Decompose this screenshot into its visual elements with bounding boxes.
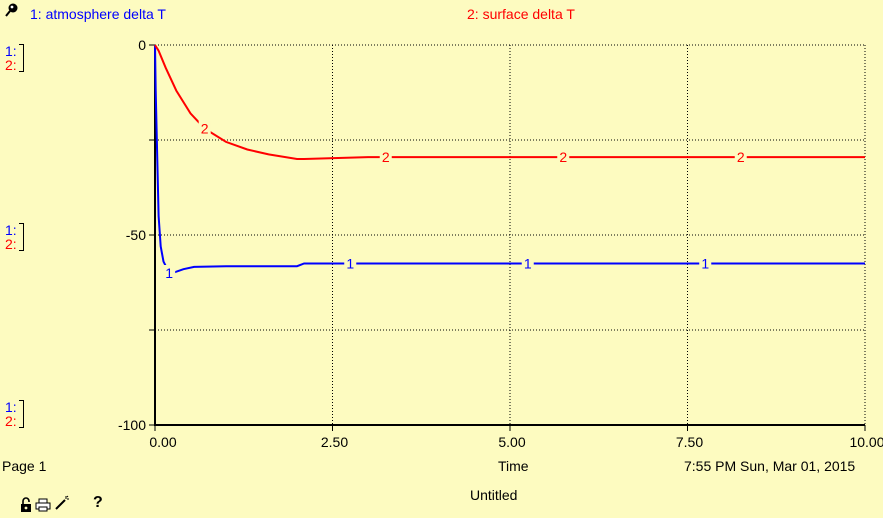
x-tick-label: 2.50: [321, 434, 348, 450]
series-marker-bg: [344, 255, 357, 272]
series-marker-bg: [521, 255, 534, 272]
x-axis-label: Time: [498, 458, 529, 474]
series-lines: 1 1 1 1 2 2 2 2: [154, 44, 865, 281]
series-marker-bg: [198, 120, 211, 137]
y-tick-label: -50: [126, 227, 146, 243]
legend-surface-delta-t: 2: surface delta T: [467, 6, 575, 22]
help-icon[interactable]: ?: [93, 494, 103, 511]
y-tick-label: -100: [118, 417, 146, 433]
series-line-2: [154, 44, 865, 160]
x-tick-label: 5.00: [498, 434, 525, 450]
scale-tag-1-middle: 1:: [5, 222, 17, 238]
series-marker-bg: [699, 255, 712, 272]
series-marker-2: 2: [201, 121, 209, 137]
lock-icon[interactable]: [20, 497, 32, 518]
pin-icon-graphic: [5, 3, 18, 17]
series-marker-1: 1: [346, 256, 354, 272]
printer-icon[interactable]: [35, 498, 51, 517]
series-marker-bg: [163, 265, 176, 281]
grid-lines: [155, 44, 866, 425]
x-tick-label: 7.50: [676, 434, 703, 450]
lock-icon-graphic: [21, 497, 31, 512]
series-marker-bg: [734, 149, 747, 166]
series-marker-1: 1: [165, 265, 173, 281]
scale-tag-1-top: 1:: [5, 43, 17, 59]
page-label[interactable]: Page 1: [2, 458, 47, 474]
axes: [149, 44, 866, 431]
x-tick-label: 0.00: [149, 434, 176, 450]
scale-tag-2-bottom: 2:: [5, 413, 17, 429]
model-name: Untitled: [470, 487, 518, 503]
scale-bracket-bottom: [19, 400, 24, 428]
series-marker-2: 2: [382, 149, 390, 165]
legend-atmosphere-delta-t: 1: atmosphere delta T: [30, 6, 166, 22]
series-marker-bg: [379, 149, 392, 166]
scale-bracket-top: [19, 44, 24, 72]
series-marker-1: 1: [524, 256, 532, 272]
magic-wand-icon[interactable]: [54, 495, 70, 516]
printer-icon-graphic: [35, 498, 51, 512]
series-marker-bg: [557, 149, 570, 166]
series-marker-1: 1: [701, 256, 709, 272]
scale-tag-1-bottom: 1:: [5, 399, 17, 415]
x-tick-label: 10.00: [849, 434, 883, 450]
series-marker-2: 2: [559, 149, 567, 165]
scale-bracket-middle: [19, 223, 24, 251]
series-marker-2: 2: [737, 149, 745, 165]
timestamp: 7:55 PM Sun, Mar 01, 2015: [684, 458, 856, 474]
magic-wand-icon-graphic: [55, 495, 69, 510]
scale-tag-2-top: 2:: [5, 57, 17, 73]
pin-icon[interactable]: [4, 2, 20, 18]
y-tick-label: 0: [138, 37, 146, 53]
scale-tag-2-middle: 2:: [5, 236, 17, 252]
